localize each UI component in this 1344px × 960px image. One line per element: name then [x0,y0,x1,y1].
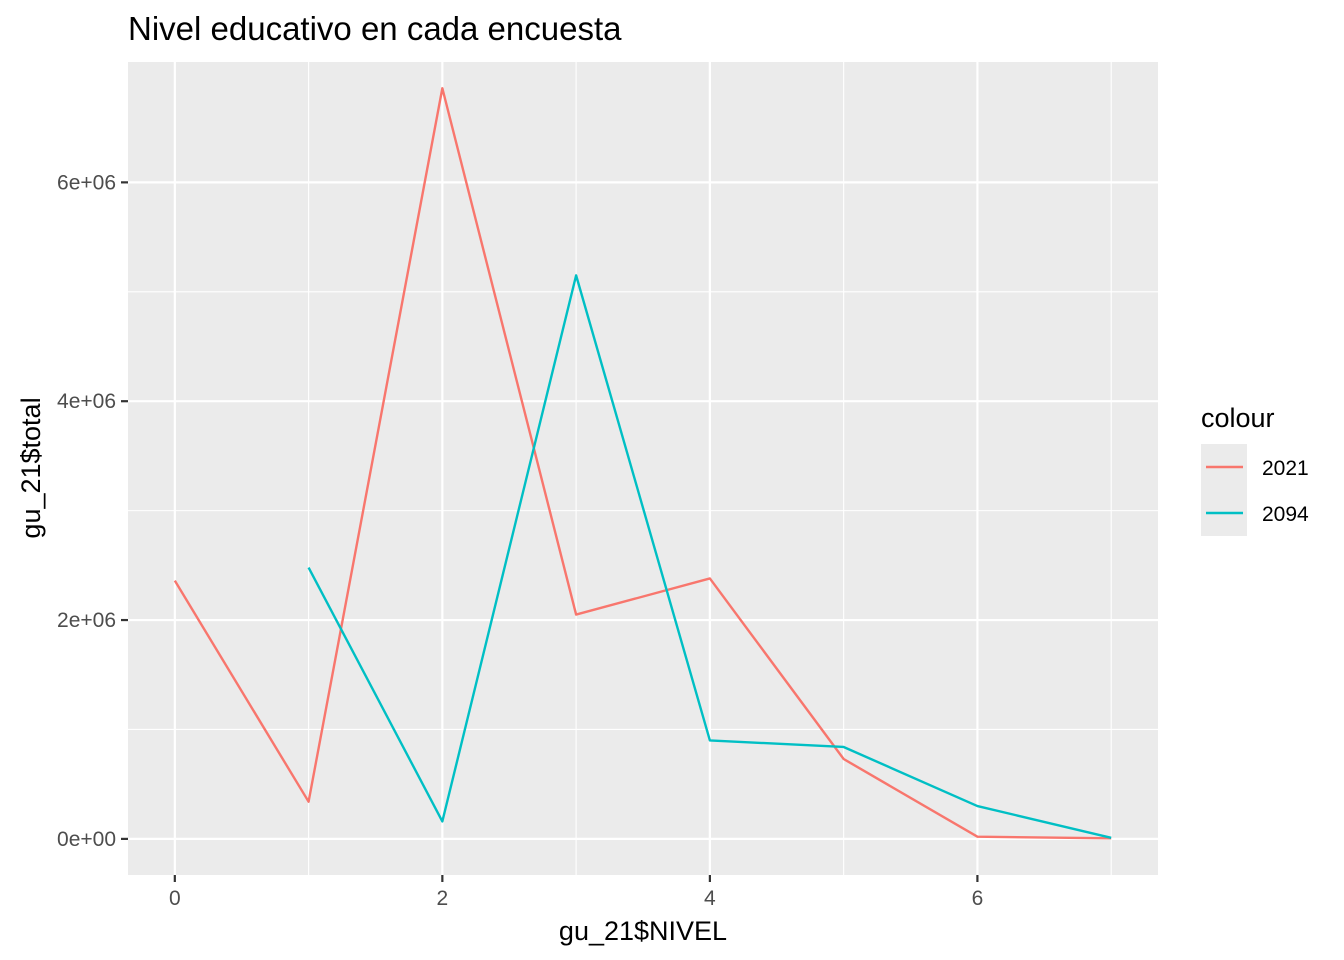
y-tick-label: 0e+00 [57,828,116,851]
x-axis-ticks: 0 2 4 6 [169,875,983,910]
x-tick-label: 2 [437,887,449,910]
x-axis-title: gu_21$NIVEL [559,916,727,946]
legend-label-2094: 2094 [1262,503,1309,526]
legend: colour 2021 2094 [1201,403,1309,536]
legend-label-2021: 2021 [1262,457,1309,480]
plot-panel [128,62,1158,875]
x-tick-label: 4 [704,887,716,910]
series-line-2094 [307,274,1112,839]
chart-title: Nivel educativo en cada encuesta [128,10,622,47]
x-tick-label: 6 [972,887,984,910]
x-tick-label: 0 [169,887,181,910]
y-tick-label: 6e+06 [57,171,116,194]
series-line-2021 [173,87,1112,840]
y-axis-ticks: 0e+00 2e+06 4e+06 6e+06 [57,171,128,851]
y-tick-label: 2e+06 [57,609,116,632]
y-axis-title: gu_21$total [16,397,46,538]
y-tick-label: 4e+06 [57,390,116,413]
series-lines [173,87,1112,840]
legend-title: colour [1201,403,1275,433]
